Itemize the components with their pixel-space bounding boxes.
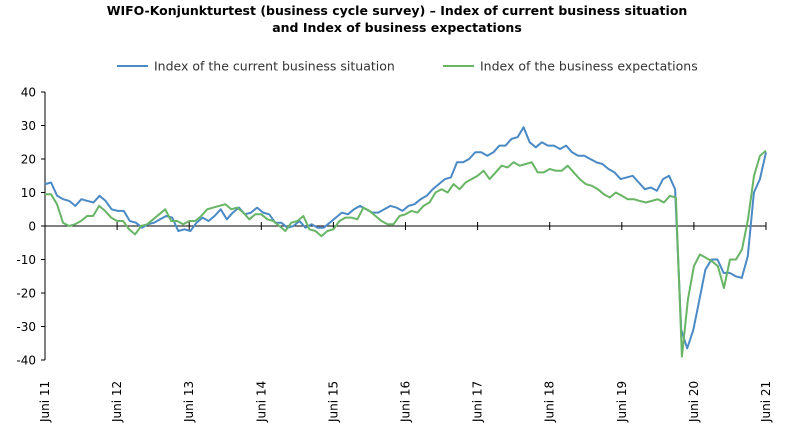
series-line-2 <box>45 149 767 358</box>
x-tick-label: Juni 13 <box>182 381 196 423</box>
y-tick-label: 40 <box>21 86 36 100</box>
x-tick-label: Juni 18 <box>543 381 557 423</box>
y-tick-label: 30 <box>21 119 36 133</box>
x-tick-label: Juni 11 <box>38 381 52 423</box>
y-tick-label: -10 <box>16 253 36 267</box>
chart-title-line-1: WIFO-Konjunkturtest (business cycle surv… <box>106 3 688 18</box>
y-tick-label: -20 <box>16 287 36 301</box>
x-tick-label: Juni 12 <box>110 381 124 423</box>
legend-label-1: Index of the current business situation <box>154 59 395 74</box>
x-tick-label: Juni 19 <box>615 381 629 423</box>
x-tick-label: Juni 16 <box>399 381 413 423</box>
legend-label-2: Index of the business expectations <box>480 59 698 74</box>
y-tick-label: -30 <box>16 320 36 334</box>
x-tick-label: Juni 14 <box>254 381 268 423</box>
series-line-1 <box>44 126 767 350</box>
chart-title-line-2: and Index of business expectations <box>272 20 522 35</box>
chart-title: WIFO-Konjunkturtest (business cycle surv… <box>0 2 794 36</box>
y-tick-label: 20 <box>21 153 36 167</box>
y-tick-label: -40 <box>16 354 36 368</box>
x-tick-label: Juni 15 <box>326 381 340 423</box>
x-tick-label: Juni 21 <box>759 381 773 423</box>
y-tick-label: 10 <box>21 186 36 200</box>
y-tick-label: 0 <box>28 220 36 234</box>
x-tick-label: Juni 20 <box>687 381 701 423</box>
x-tick-label: Juni 17 <box>471 381 485 423</box>
